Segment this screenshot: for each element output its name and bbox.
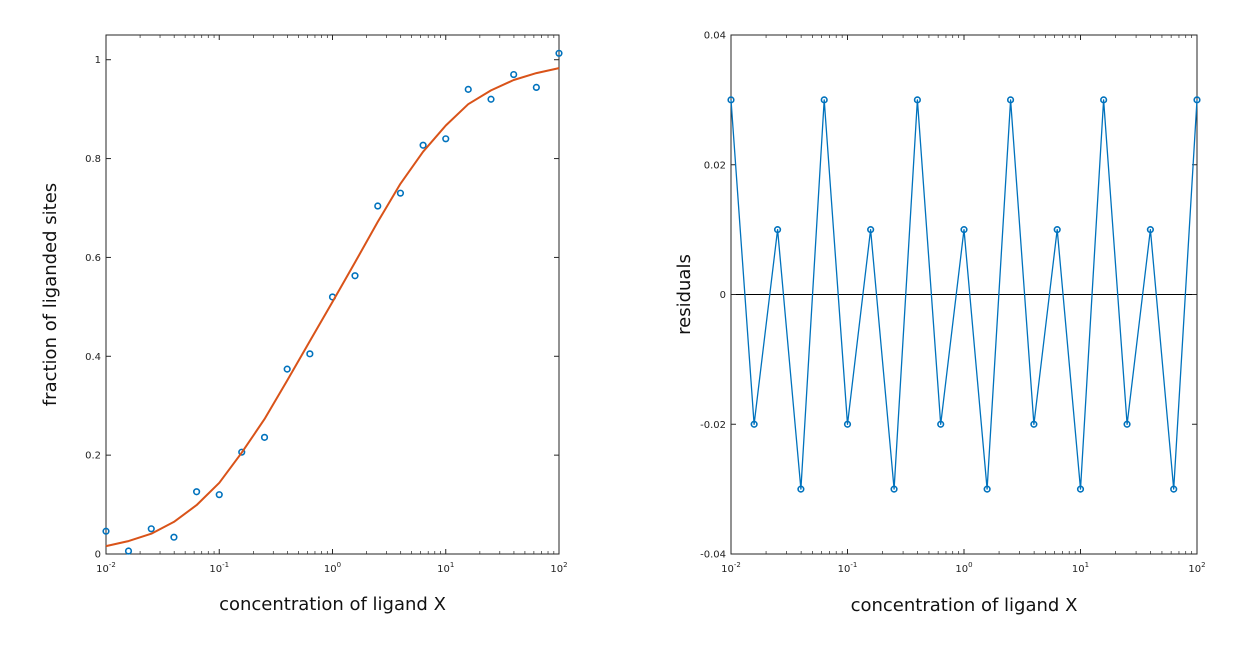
binding-curve-plot: 10-2 10-1 100 101 10200.20.40.60.81concentra…	[40, 34, 568, 615]
data-point	[238, 448, 246, 456]
y-tick-label: 0	[720, 290, 726, 301]
data-point	[147, 525, 155, 533]
series-line	[730, 99, 1198, 490]
x-tick-base: 10	[209, 564, 222, 575]
x-tick-label: 100	[324, 561, 341, 575]
y-axis-title: residuals	[674, 254, 695, 335]
data-point	[351, 272, 359, 280]
y-tick-label: -0.04	[700, 550, 726, 561]
y-tick-label: 0.6	[85, 253, 101, 264]
x-tick-exponent: -2	[734, 561, 741, 569]
data-point	[937, 420, 945, 428]
data-point	[843, 420, 852, 428]
data-point	[1123, 420, 1131, 428]
x-tick-label: 10-2	[96, 561, 116, 575]
data-point	[797, 485, 805, 493]
data-point	[510, 70, 518, 79]
x-tick-exponent: 0	[968, 561, 972, 569]
y-tick-label: 0.04	[704, 31, 726, 42]
data-point	[1146, 226, 1154, 234]
data-point	[555, 49, 563, 57]
x-tick-exponent: -1	[850, 561, 857, 569]
data-point	[374, 202, 382, 210]
x-tick-base: 10	[1188, 564, 1201, 575]
y-tick-label: 0.4	[85, 352, 101, 363]
x-tick-base: 10	[955, 564, 968, 575]
y-tick-label: 0.8	[85, 154, 101, 165]
x-tick-base: 10	[838, 564, 851, 575]
data-point	[396, 189, 405, 197]
x-tick-label: 10-1	[838, 561, 858, 575]
data-point	[1193, 96, 1201, 104]
x-tick-base: 10	[324, 564, 337, 575]
data-point	[727, 96, 735, 104]
data-point	[487, 95, 495, 103]
x-tick-base: 10	[96, 564, 109, 575]
y-tick-label: -0.02	[700, 420, 726, 431]
residuals-plot: 10-2 10-1 100 101 102-0.04-0.0200.020.04conc…	[674, 31, 1206, 617]
x-tick-base: 10	[550, 564, 563, 575]
data-point	[464, 85, 472, 93]
x-axis-title: concentration of ligand X	[219, 594, 446, 615]
data-point	[867, 226, 875, 234]
data-point	[215, 491, 223, 499]
x-tick-exponent: -2	[109, 561, 116, 569]
data-point	[442, 135, 450, 143]
x-tick-base: 10	[1072, 564, 1085, 575]
x-tick-exponent: 2	[1201, 561, 1205, 569]
data-point	[1170, 485, 1178, 493]
x-tick-label: 100	[955, 561, 972, 575]
data-point	[1053, 226, 1061, 234]
data-point	[283, 365, 291, 373]
data-point	[1100, 96, 1108, 104]
data-point	[773, 226, 782, 234]
data-point	[1006, 96, 1015, 104]
x-tick-exponent: -1	[222, 561, 229, 569]
data-point	[170, 533, 178, 541]
y-axis-title: fraction of liganded sites	[40, 183, 61, 406]
y-tick-label: 0	[95, 550, 101, 561]
data-point	[306, 350, 314, 358]
data-point	[890, 485, 898, 493]
x-tick-exponent: 2	[563, 561, 567, 569]
data-point	[960, 226, 968, 234]
data-point	[913, 96, 921, 104]
y-tick-label: 0.02	[704, 160, 726, 171]
data-point	[532, 83, 540, 91]
x-tick-label: 101	[1072, 561, 1089, 575]
data-point	[820, 96, 828, 104]
x-tick-label: 10-1	[209, 561, 229, 575]
x-tick-exponent: 1	[1085, 561, 1089, 569]
x-tick-label: 102	[1188, 561, 1205, 575]
data-point	[102, 527, 110, 535]
x-tick-base: 10	[437, 564, 450, 575]
x-tick-exponent: 0	[337, 561, 341, 569]
x-tick-label: 101	[437, 561, 454, 575]
data-point	[750, 420, 758, 428]
y-tick-label: 0.2	[85, 451, 101, 462]
series-line	[105, 67, 560, 548]
x-tick-label: 102	[550, 561, 567, 575]
data-point	[193, 488, 201, 496]
data-point	[124, 547, 133, 555]
x-axis-title: concentration of ligand X	[851, 595, 1078, 616]
x-tick-exponent: 1	[450, 561, 454, 569]
data-point	[419, 141, 427, 149]
x-tick-base: 10	[721, 564, 734, 575]
data-point	[260, 433, 269, 441]
y-tick-label: 1	[95, 55, 101, 66]
data-point	[1030, 420, 1038, 428]
x-tick-label: 10-2	[721, 561, 741, 575]
data-point	[983, 485, 991, 493]
data-point	[1076, 485, 1085, 493]
